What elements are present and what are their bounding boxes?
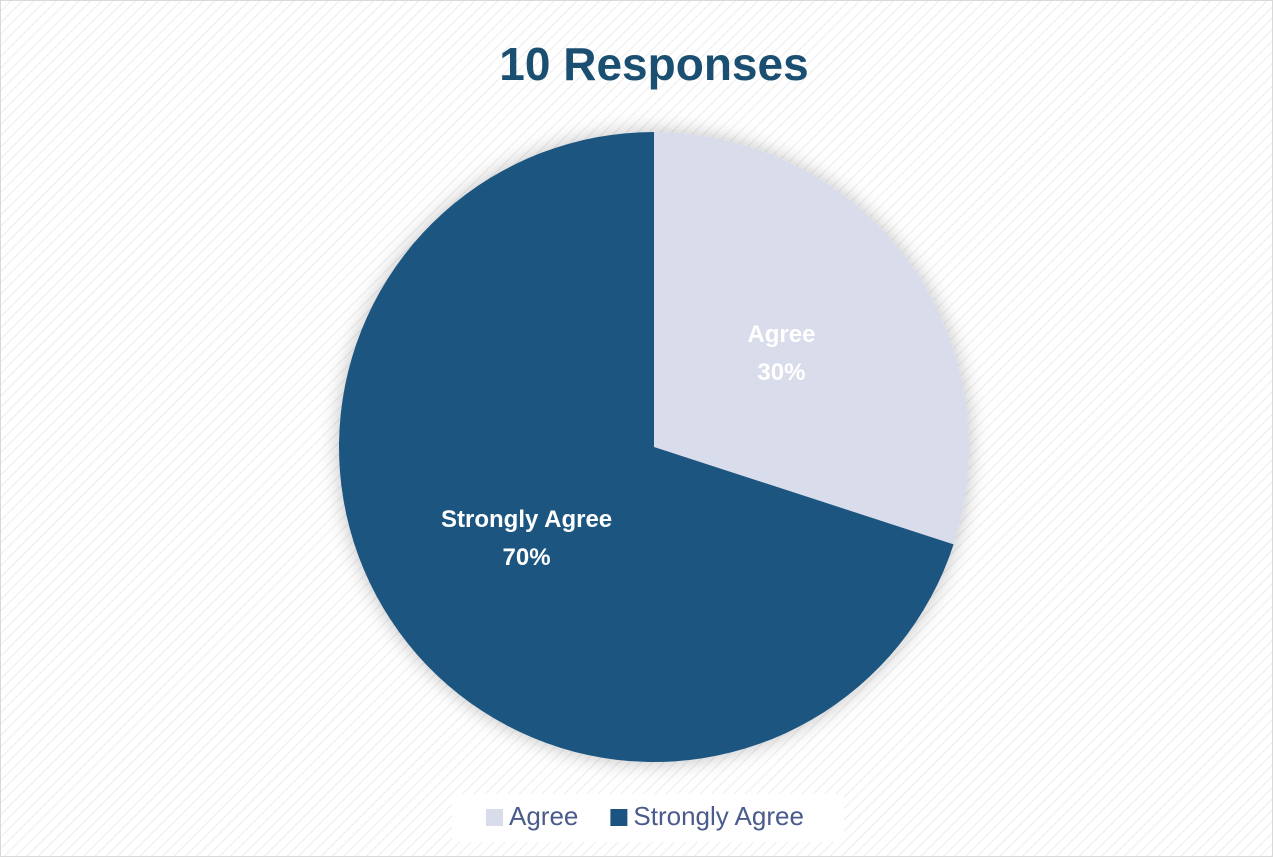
legend-swatch [486, 809, 503, 826]
data-label-value: 70% [503, 544, 551, 571]
legend-label: Strongly Agree [633, 801, 804, 831]
legend: Agree Strongly Agree [486, 801, 804, 831]
pie-slice [654, 132, 969, 545]
pie [339, 132, 969, 762]
chart-title: 10 Responses [499, 38, 808, 90]
legend-label: Agree [509, 801, 578, 831]
data-labels: Agree 30% Strongly Agree 70% [441, 321, 815, 571]
legend-background [452, 794, 844, 842]
data-label-category: Agree [747, 321, 815, 348]
pie-slice [339, 132, 954, 762]
legend-swatch [610, 809, 628, 826]
data-label-category: Strongly Agree [441, 506, 612, 533]
data-label-value: 30% [757, 359, 805, 386]
